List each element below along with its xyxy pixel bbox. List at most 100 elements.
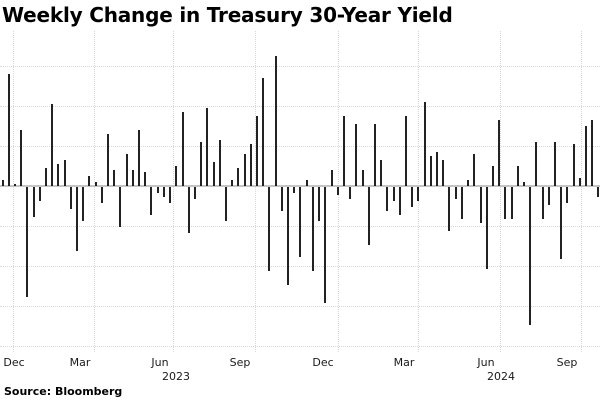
bar (219, 140, 221, 186)
bar (355, 124, 357, 186)
bar (548, 187, 550, 205)
bar (424, 102, 426, 186)
bar (194, 187, 196, 199)
bar (150, 187, 152, 215)
bar (337, 187, 339, 195)
gridline-vertical (94, 31, 95, 352)
bar (200, 142, 202, 186)
gridline-horizontal (0, 146, 600, 147)
bar (517, 166, 519, 186)
bar (430, 156, 432, 186)
bar (287, 187, 289, 285)
bar (362, 170, 364, 186)
bar (95, 182, 97, 186)
bar (579, 178, 581, 186)
bar (188, 187, 190, 233)
gridline-horizontal (0, 106, 600, 107)
bar (126, 154, 128, 186)
bar (231, 180, 233, 186)
bar (467, 180, 469, 186)
bar (144, 172, 146, 186)
bar (132, 170, 134, 186)
bar (45, 168, 47, 186)
bar (554, 142, 556, 186)
bar (411, 187, 413, 207)
bar (26, 187, 28, 297)
bar (349, 187, 351, 199)
bar (293, 187, 295, 193)
bar (436, 152, 438, 186)
bar (343, 116, 345, 186)
x-axis-month-label: Jun (151, 356, 169, 369)
bar (2, 180, 4, 186)
bar (262, 78, 264, 186)
bar (331, 170, 333, 186)
bar (33, 187, 35, 217)
bar (318, 187, 320, 221)
bar (281, 187, 283, 211)
bar (417, 187, 419, 201)
bar (101, 187, 103, 203)
bar (448, 187, 450, 231)
bar (175, 166, 177, 186)
x-axis-month-label: Dec (3, 356, 25, 369)
bar (542, 187, 544, 219)
bar (275, 56, 277, 186)
bar (523, 182, 525, 186)
bar (399, 187, 401, 215)
gridline-vertical (255, 31, 256, 352)
gridline-horizontal (0, 266, 600, 267)
bar (113, 170, 115, 186)
bar (504, 187, 506, 219)
gridline-vertical (173, 31, 174, 352)
bar (386, 187, 388, 211)
bar (70, 187, 72, 209)
bar (163, 187, 165, 197)
bar (213, 162, 215, 186)
bar (157, 187, 159, 193)
bar (57, 164, 59, 186)
x-axis-month-label: Sep (556, 356, 578, 369)
bar (529, 187, 531, 325)
gridline-vertical (581, 31, 582, 352)
x-axis-month-label: Jun (477, 356, 495, 369)
bar (119, 187, 121, 227)
bar (182, 112, 184, 186)
bar (461, 187, 463, 219)
gridline-vertical (500, 31, 501, 352)
x-axis-year-label: 2024 (487, 370, 515, 383)
bar (535, 142, 537, 186)
bar (20, 130, 22, 186)
bar (324, 187, 326, 303)
bar (206, 108, 208, 186)
bar (597, 187, 599, 197)
x-axis-month-label: Mar (393, 356, 415, 369)
bar (14, 184, 16, 186)
bar (405, 116, 407, 186)
bar (8, 74, 10, 186)
x-axis-month-label: Sep (229, 356, 251, 369)
x-axis-month-label: Dec (312, 356, 334, 369)
chart-title: Weekly Change in Treasury 30-Year Yield (2, 3, 453, 27)
bar (486, 187, 488, 269)
bar (566, 187, 568, 203)
x-axis-year-label: 2023 (162, 370, 190, 383)
bar (312, 187, 314, 271)
bar (237, 168, 239, 186)
bar (138, 130, 140, 186)
bar (107, 134, 109, 186)
bar (88, 176, 90, 186)
bar (169, 187, 171, 203)
gridline-horizontal (0, 66, 600, 67)
bar (560, 187, 562, 259)
bar (492, 166, 494, 186)
bar (442, 160, 444, 186)
bar (498, 120, 500, 186)
bar (368, 187, 370, 245)
source-label: Source: Bloomberg (4, 385, 123, 398)
gridline-horizontal (0, 346, 600, 347)
bar (380, 160, 382, 186)
